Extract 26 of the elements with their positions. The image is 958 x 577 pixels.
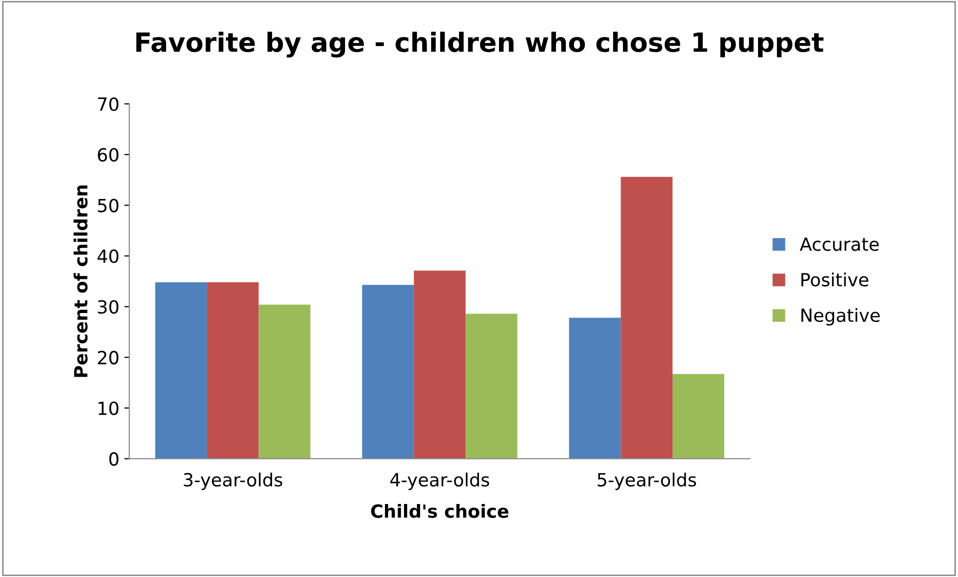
bar (414, 270, 466, 459)
x-tick-label: 4-year-olds (390, 472, 490, 490)
y-tick-label: 60 (98, 148, 118, 162)
y-tick-label: 10 (98, 401, 118, 416)
y-tick-label: 40 (98, 249, 118, 264)
y-tick-label: 0 (109, 452, 118, 466)
chart-title: Favorite by age - children who chose 1 puppet (136, 32, 824, 58)
y-axis-title: Percent of children (74, 185, 88, 377)
legend-label: Positive (801, 272, 868, 287)
bar (672, 374, 724, 459)
y-tick-label: 70 (98, 97, 118, 111)
bar (206, 282, 259, 459)
bar (569, 318, 621, 459)
x-axis-title: Child's choice (371, 504, 508, 518)
legend-label: Negative (801, 308, 880, 326)
y-tick-label: 50 (98, 198, 118, 212)
y-tick-label: 20 (98, 350, 118, 364)
bar (155, 282, 207, 459)
bar (620, 176, 673, 459)
bar (258, 304, 310, 459)
y-tick-label: 30 (98, 300, 118, 314)
bar (362, 284, 414, 459)
x-tick-label: 3-year-olds (184, 472, 282, 490)
x-tick-label: 5-year-olds (598, 472, 696, 490)
legend-label: Accurate (800, 238, 879, 251)
bar (466, 314, 518, 459)
